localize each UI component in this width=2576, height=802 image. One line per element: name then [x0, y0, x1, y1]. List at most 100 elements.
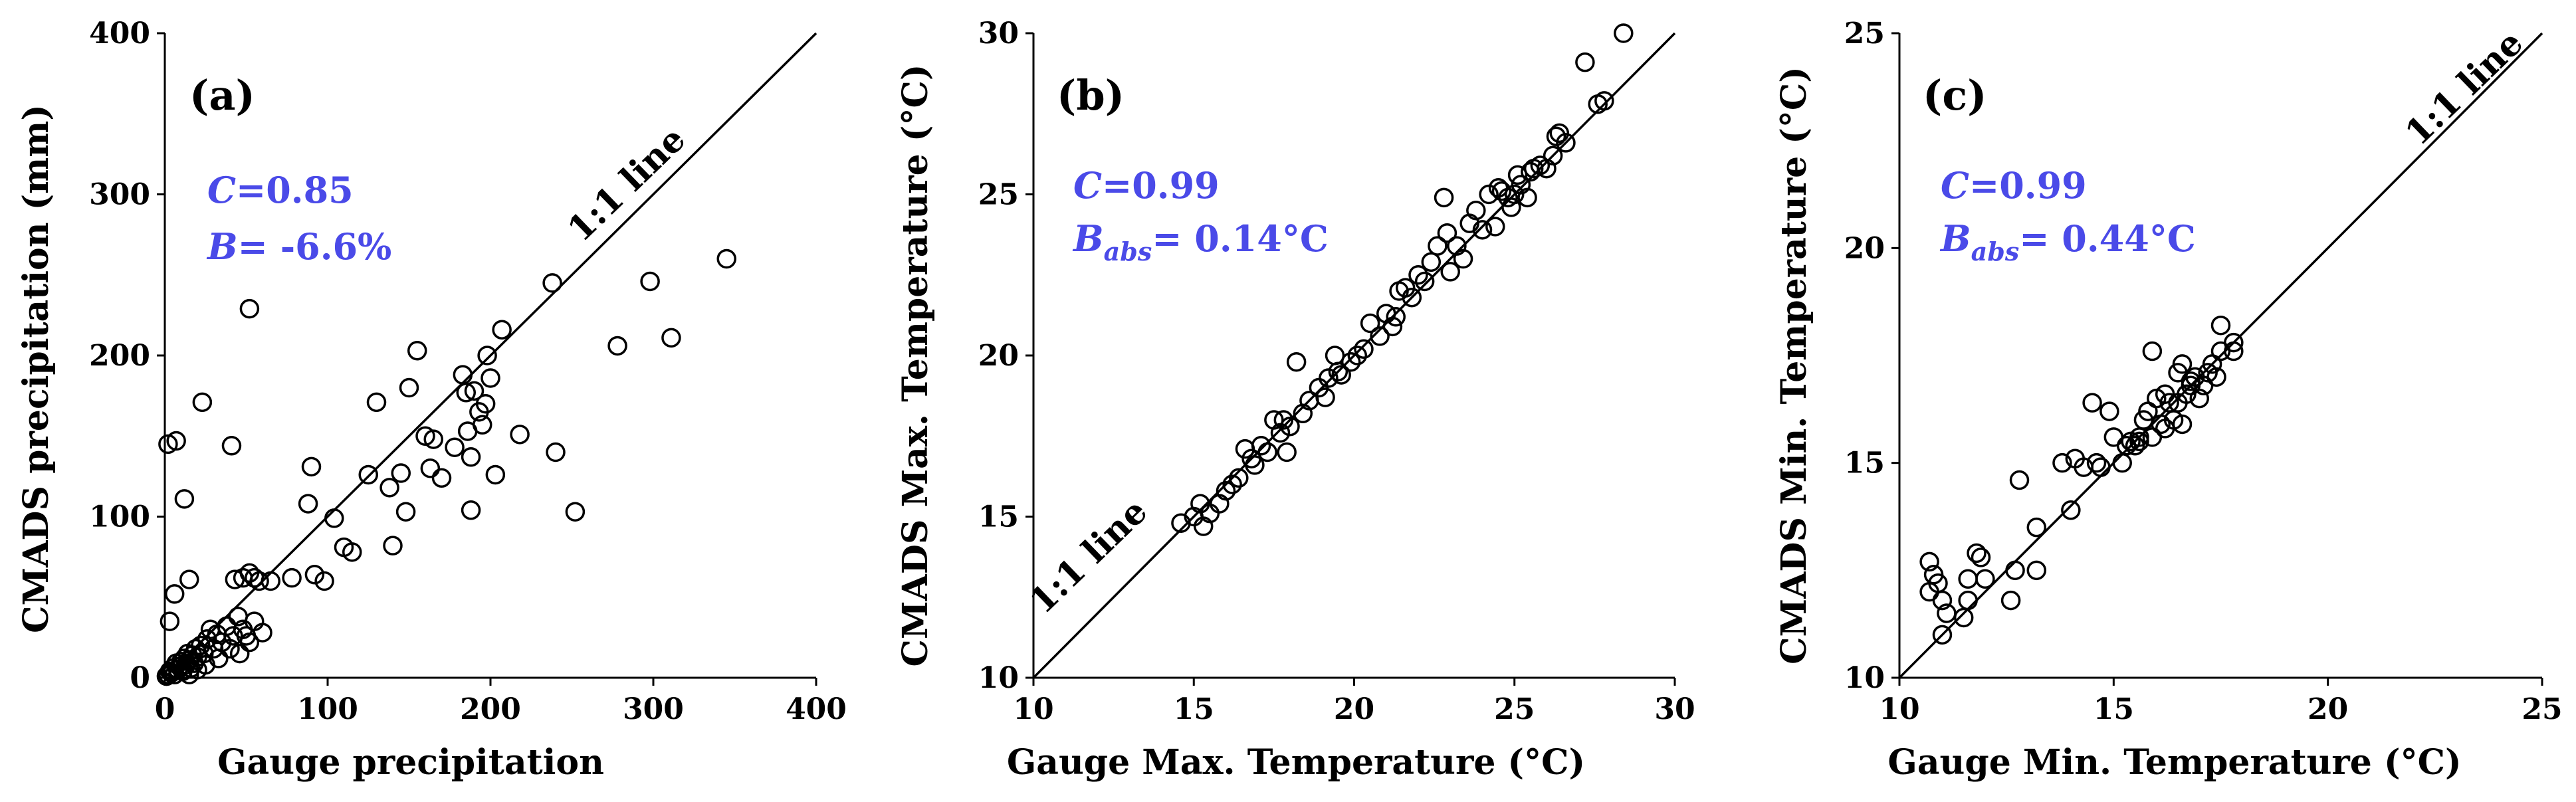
panel-a-one-to-one-line	[163, 32, 817, 679]
panel-a-data-point	[314, 571, 334, 591]
panel-c-data-point	[2026, 517, 2047, 538]
panel-b-data-point	[1216, 480, 1236, 501]
panel-a-data-point	[282, 567, 302, 588]
panel-b-x-tick-label: 10	[1013, 692, 1053, 726]
panel-c-x-tick-label: 20	[2308, 692, 2348, 726]
panel-a-data-point	[542, 273, 562, 293]
panel-c-data-point	[1975, 569, 1995, 589]
panel-c-data-point	[2206, 367, 2226, 387]
panel-c: CMADS Min. Temperature (°C) Gauge Min. T…	[1774, 17, 2563, 783]
panel-a-x-tick-label: 0	[155, 692, 175, 726]
panel-b-data-point	[1556, 133, 1576, 153]
panel-b-data-point	[1546, 126, 1566, 146]
panel-a-data-point	[298, 494, 318, 514]
panel-a-data-point	[366, 392, 387, 413]
panel-a-data-point	[391, 463, 411, 483]
panel-a-data-point	[209, 649, 229, 668]
panel-c-data-point	[1932, 625, 1953, 645]
panel-b-data-point	[1517, 187, 1537, 208]
panel-b-data-point	[1434, 187, 1454, 208]
panel-a-data-point	[379, 478, 399, 498]
panel-c-data-point	[2151, 414, 2171, 435]
panel-c-one-to-one-label: 1:1 line	[2398, 23, 2531, 153]
panel-c-data-point	[2052, 452, 2072, 473]
panel-b: CMADS Max. Temperature (°C) Gauge Max. T…	[895, 17, 1695, 783]
panel-a-data-point	[160, 611, 180, 631]
panel-b-data-point	[1421, 252, 1442, 272]
panel-a: CMADS precipitation (mm) Gauge precipita…	[16, 17, 847, 783]
panel-c-y-tick-label: 20	[1844, 231, 1885, 265]
panel-c-data-point	[2172, 354, 2193, 374]
panel-c-data-point	[2181, 375, 2201, 396]
panel-c-y-tick-label: 15	[1844, 447, 1885, 480]
panel-c-data-point	[1953, 607, 1974, 628]
panel-b-data-point	[1549, 123, 1570, 144]
panel-a-data-point	[249, 571, 269, 591]
panel-a-x-tick-label: 100	[297, 692, 358, 726]
panel-b-data-point	[1408, 265, 1428, 285]
panel-c-x-tick-label: 15	[2093, 692, 2134, 726]
panel-b-data-point	[1402, 287, 1422, 308]
panel-b-data-point	[1521, 161, 1541, 182]
panel-a-data-point	[239, 298, 260, 319]
panel-a-data-point	[395, 502, 416, 522]
panel-c-data-point	[2224, 332, 2244, 353]
panel-b-y-tick-label: 15	[978, 500, 1019, 534]
panel-c-data-point	[1971, 548, 1991, 567]
panel-c-data-point	[2005, 560, 2025, 581]
panel-c-data-point	[2224, 341, 2244, 361]
panel-c-data-point	[1967, 543, 1986, 563]
panel-a-data-point	[399, 377, 419, 398]
panel-a-ylabel: CMADS precipitation (mm)	[16, 104, 56, 633]
panel-c-data-point	[2009, 470, 2030, 490]
panel-a-data-point	[461, 447, 481, 467]
panel-a-data-point	[220, 639, 240, 659]
panel-c-data-point	[1932, 590, 1953, 611]
panel-c-stat-c: C=0.99	[1941, 164, 2087, 207]
panel-a-data-point	[324, 508, 344, 528]
panel-c-y-tick-label: 10	[1844, 661, 1885, 695]
panel-a-data-point	[477, 346, 497, 365]
panel-a-data-point	[229, 643, 250, 664]
panel-a-data-point	[453, 365, 473, 385]
panel-a-data-point	[236, 626, 257, 646]
panel-a-data-point	[607, 336, 627, 356]
panel-c-x-tick-label: 25	[2522, 692, 2562, 726]
panel-c-label: (c)	[1923, 71, 1986, 120]
panel-a-x-tick-label: 200	[460, 692, 521, 726]
panel-b-data-point	[1257, 442, 1277, 462]
panel-b-y-tick-label: 25	[978, 178, 1019, 212]
panel-a-y-tick-label: 300	[89, 178, 150, 212]
panel-a-data-point	[383, 536, 403, 555]
panel-a-x-tick-label: 400	[786, 692, 847, 726]
panel-a-data-point	[475, 394, 496, 414]
panel-b-data-point	[1286, 351, 1307, 372]
panel-a-data-point	[431, 468, 452, 488]
panel-a-data-point	[445, 437, 465, 457]
panel-c-data-point	[2142, 341, 2163, 361]
panel-b-y-tick-label: 30	[978, 17, 1019, 50]
panel-b-data-point	[1270, 423, 1291, 443]
panel-b-label: (b)	[1057, 71, 1125, 120]
panel-b-stat-c: C=0.99	[1073, 164, 1220, 207]
panel-b-data-point	[1491, 181, 1512, 201]
panel-a-x-tick-label: 300	[623, 692, 684, 726]
panel-a-data-point	[481, 368, 500, 388]
panel-c-data-point	[2000, 590, 2021, 611]
panel-b-data-point	[1453, 249, 1473, 269]
panel-a-data-point	[716, 249, 736, 269]
panel-b-data-point	[1273, 410, 1294, 430]
panel-b-data-point	[1507, 165, 1528, 185]
panel-a-data-point	[546, 442, 566, 462]
panel-b-data-point	[1341, 351, 1361, 372]
panel-b-data-point	[1501, 197, 1521, 217]
panel-a-data-point	[464, 381, 484, 401]
panel-c-data-point	[2210, 315, 2231, 336]
panel-b-data-point	[1280, 416, 1300, 437]
panel-b-data-point	[1277, 442, 1297, 462]
panel-c-data-point	[2082, 393, 2102, 413]
panel-b-data-point	[1347, 346, 1368, 365]
panel-b-x-tick-label: 15	[1174, 692, 1214, 726]
panel-b-data-point	[1370, 326, 1390, 346]
panel-a-data-point	[420, 458, 441, 478]
